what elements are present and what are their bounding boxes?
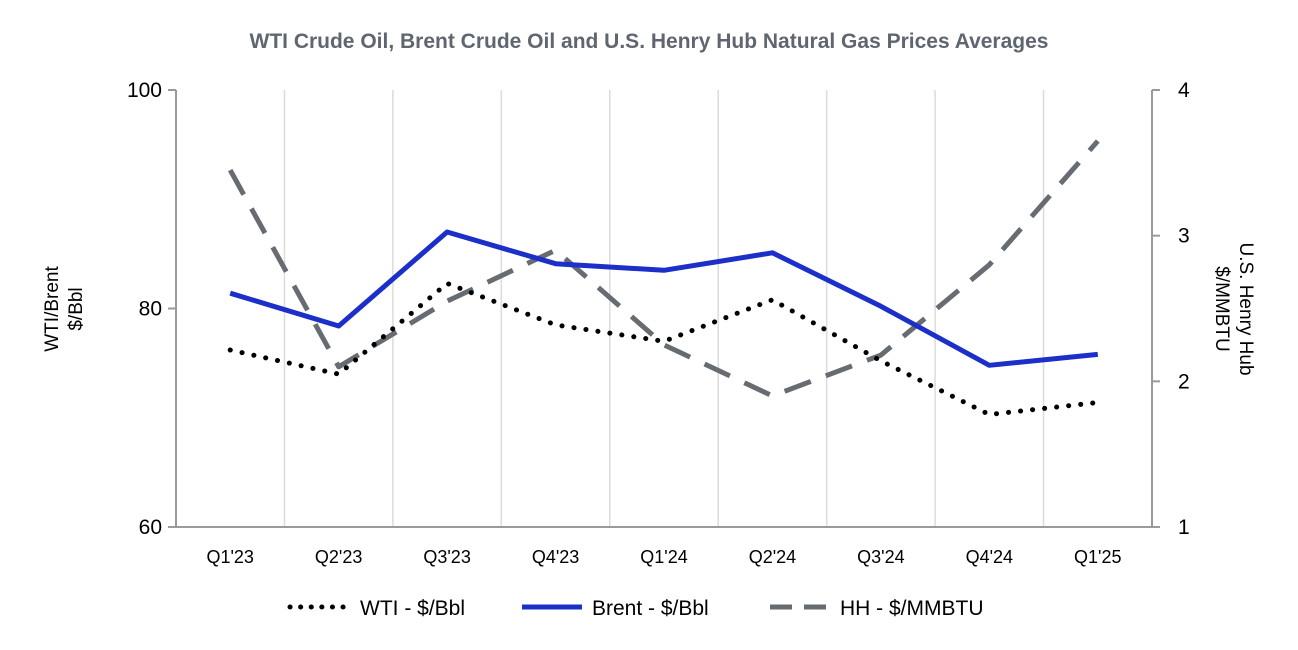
x-tick-label: Q3'23 (423, 547, 470, 567)
left-tick-label: 60 (139, 516, 162, 539)
x-tick-label: Q1'24 (640, 547, 687, 567)
series-line-brent (229, 229, 1099, 368)
right-tick-label: 2 (1178, 370, 1190, 393)
legend-label-hh: HH - $/MMBTU (840, 597, 984, 620)
left-axis-title-line1: WTI/Brent (42, 266, 63, 352)
left-axis-ticks: 60 80 100 (127, 79, 176, 539)
x-axis-categories: Q1'23 Q2'23 Q3'23 Q4'23 Q1'24 Q2'24 Q3'24 Q4'24… (206, 547, 1121, 567)
x-tick-label: Q2'23 (315, 547, 362, 567)
chart-title: WTI Crude Oil, Brent Crude Oil and U.S. … (250, 30, 1049, 53)
x-tick-label: Q2'24 (749, 547, 796, 567)
x-tick-label: Q4'24 (966, 547, 1013, 567)
left-tick-label: 80 (139, 298, 162, 321)
right-tick-label: 3 (1178, 225, 1190, 248)
x-tick-label: Q1'25 (1074, 547, 1121, 567)
left-axis-title: WTI/Brent $/Bbl (42, 266, 87, 352)
right-axis-title-line2: $/MMBTU (1211, 266, 1232, 352)
left-axis-title-line2: $/Bbl (66, 287, 87, 330)
legend-label-brent: Brent - $/Bbl (592, 597, 709, 620)
right-tick-label: 4 (1178, 79, 1190, 102)
x-tick-label: Q1'23 (206, 547, 253, 567)
right-axis-title-line1: U.S. Henry Hub (1235, 242, 1256, 375)
x-tick-label: Q4'23 (532, 547, 579, 567)
left-tick-label: 100 (127, 79, 162, 102)
series-layer (227, 139, 1101, 417)
legend: WTI - $/Bbl Brent - $/Bbl HH - $/MMBTU (287, 597, 984, 620)
right-tick-label: 1 (1178, 516, 1190, 539)
right-axis-ticks: 1 2 3 4 (1152, 79, 1190, 539)
x-tick-label: Q3'24 (857, 547, 904, 567)
vertical-gridlines (283, 90, 1045, 527)
series-line-wti (227, 280, 1101, 417)
legend-label-wti: WTI - $/Bbl (360, 597, 465, 620)
right-axis-title: U.S. Henry Hub $/MMBTU (1211, 242, 1256, 375)
